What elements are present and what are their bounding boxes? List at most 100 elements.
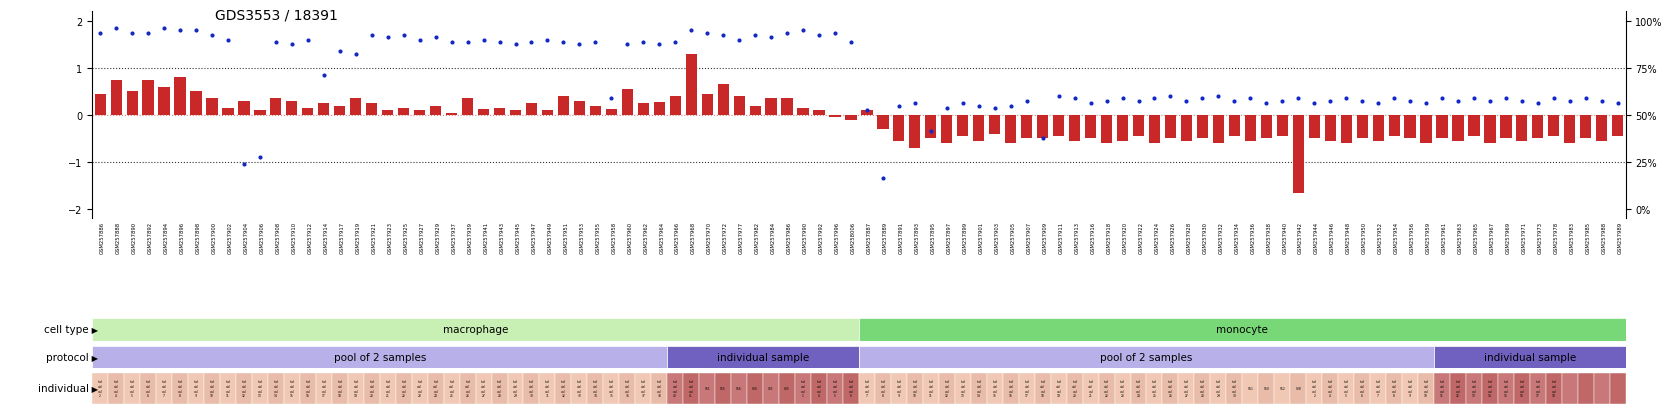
Text: ind
vid
ual
37: ind vid ual 37 [640, 380, 645, 397]
Text: ind
vid
ual
6: ind vid ual 6 [146, 380, 151, 397]
Point [198, 33, 225, 39]
Point [934, 105, 960, 112]
Point [821, 30, 848, 37]
Bar [526, 104, 536, 116]
Bar [1594, 373, 1609, 404]
Text: ind
vid
ual
17: ind vid ual 17 [322, 380, 327, 397]
Point [471, 37, 498, 44]
Point [1349, 98, 1376, 105]
Bar [414, 111, 426, 116]
Bar [1354, 373, 1371, 404]
Text: GSM257944: GSM257944 [1314, 221, 1319, 254]
Text: S20: S20 [753, 387, 758, 390]
Bar [255, 111, 265, 116]
Bar [1324, 116, 1336, 142]
Bar [1309, 116, 1319, 139]
Point [1460, 96, 1487, 102]
Text: cell type: cell type [44, 324, 89, 335]
Bar [494, 109, 504, 116]
Point [709, 33, 736, 39]
Bar [1229, 116, 1240, 137]
Point [87, 30, 114, 37]
Point [726, 37, 753, 44]
Point [1125, 98, 1151, 105]
Text: ind
vid
ual
12: ind vid ual 12 [945, 380, 949, 397]
Bar [124, 373, 141, 404]
Bar [463, 99, 473, 116]
Text: ind
vid
ual
8: ind vid ual 8 [880, 380, 885, 397]
Bar [1453, 116, 1463, 142]
Text: GSM257970: GSM257970 [707, 221, 712, 254]
Text: ind
vid
ual
20: ind vid ual 20 [1073, 380, 1078, 397]
Text: GSM257926: GSM257926 [1170, 221, 1175, 254]
Bar [1146, 373, 1163, 404]
Bar [204, 373, 220, 404]
Bar [652, 373, 667, 404]
Text: ind
vid
ual
24: ind vid ual 24 [434, 380, 437, 397]
Bar [1034, 373, 1051, 404]
Point [535, 37, 561, 44]
Text: GSM257952: GSM257952 [1378, 221, 1383, 254]
Text: ind
vid
ual
15: ind vid ual 15 [992, 380, 997, 397]
Text: ind
vid
ual
4: ind vid ual 4 [816, 380, 821, 397]
Bar [603, 373, 620, 404]
Bar [1291, 373, 1306, 404]
Text: GSM257985: GSM257985 [1585, 221, 1591, 254]
Point [518, 40, 545, 46]
Text: GSM257920: GSM257920 [1123, 221, 1128, 254]
Text: GSM257940: GSM257940 [1282, 221, 1287, 254]
Bar [893, 116, 905, 142]
Bar [1292, 116, 1304, 193]
Bar [717, 85, 729, 116]
Text: ind
vid
ual
14: ind vid ual 14 [1488, 380, 1492, 397]
Text: ind
vid
ual
29: ind vid ual 29 [1217, 380, 1220, 397]
Bar [268, 373, 283, 404]
Text: GSM257928: GSM257928 [1187, 221, 1192, 254]
Point [1445, 98, 1472, 105]
Text: GSM257969: GSM257969 [1507, 221, 1510, 254]
Text: GSM257889: GSM257889 [883, 221, 888, 254]
Bar [1356, 116, 1368, 139]
Text: GSM257930: GSM257930 [1202, 221, 1207, 253]
Text: ind
vid
ual
13: ind vid ual 13 [1472, 380, 1477, 397]
Bar [1612, 116, 1624, 137]
Text: ind
vid
ual
12: ind vid ual 12 [1456, 380, 1460, 397]
Text: ind
vid
ual
4: ind vid ual 4 [1327, 380, 1332, 397]
Text: GSM257898: GSM257898 [196, 221, 201, 254]
Bar [92, 346, 667, 368]
Text: GSM257906: GSM257906 [260, 221, 265, 254]
Point [758, 35, 784, 42]
Bar [1609, 373, 1626, 404]
Bar [1388, 116, 1399, 137]
Point [359, 33, 385, 39]
Bar [1466, 373, 1482, 404]
Text: GSM257988: GSM257988 [1602, 221, 1607, 254]
Text: GSM257909: GSM257909 [1042, 221, 1048, 254]
Bar [798, 109, 808, 116]
Text: GSM257956: GSM257956 [1410, 221, 1415, 254]
Text: GSM257936: GSM257936 [1250, 221, 1255, 253]
Bar [446, 113, 458, 116]
Text: ind
vid
ual
23: ind vid ual 23 [1120, 380, 1125, 397]
Bar [1084, 116, 1096, 139]
Text: GSM257962: GSM257962 [644, 221, 649, 254]
Bar [858, 346, 1435, 368]
Text: GSM257900: GSM257900 [211, 221, 216, 254]
Bar [1562, 373, 1577, 404]
Point [1525, 101, 1552, 107]
Text: ind
vid
ual
36: ind vid ual 36 [625, 380, 630, 397]
Bar [1178, 373, 1195, 404]
Bar [830, 116, 841, 118]
Bar [1545, 373, 1562, 404]
Bar [220, 373, 236, 404]
Point [1078, 101, 1104, 107]
Bar [1006, 116, 1016, 144]
Text: GSM257966: GSM257966 [675, 221, 680, 254]
Text: ind
vid
ual
21: ind vid ual 21 [1088, 380, 1093, 397]
Point [582, 40, 608, 46]
Bar [1021, 116, 1032, 139]
Bar [622, 90, 634, 116]
Point [789, 28, 816, 34]
Point [598, 96, 625, 102]
Text: ind
vid
ual
1: ind vid ual 1 [801, 380, 806, 397]
